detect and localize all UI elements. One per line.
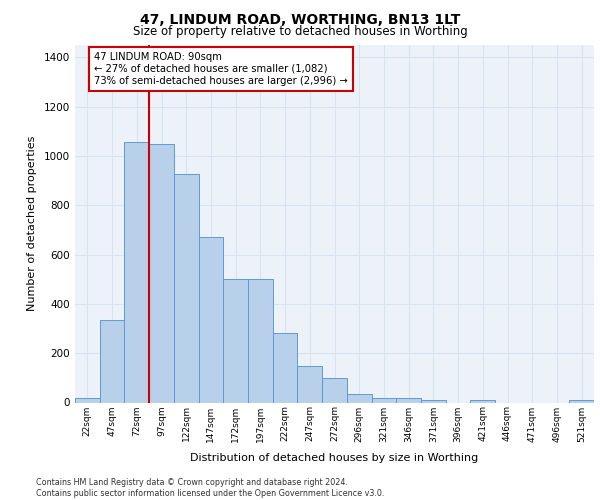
Bar [421, 400, 446, 402]
Bar [470, 400, 495, 402]
Bar [248, 279, 273, 402]
Bar [149, 144, 174, 402]
Bar [199, 238, 223, 402]
Bar [100, 320, 124, 402]
Bar [322, 378, 347, 402]
Text: Contains HM Land Registry data © Crown copyright and database right 2024.
Contai: Contains HM Land Registry data © Crown c… [36, 478, 385, 498]
Bar [371, 398, 396, 402]
Bar [174, 174, 199, 402]
Bar [347, 394, 371, 402]
Bar [75, 398, 100, 402]
Bar [569, 400, 594, 402]
Y-axis label: Number of detached properties: Number of detached properties [27, 136, 37, 312]
Bar [396, 398, 421, 402]
Bar [298, 366, 322, 403]
Text: 47, LINDUM ROAD, WORTHING, BN13 1LT: 47, LINDUM ROAD, WORTHING, BN13 1LT [140, 12, 460, 26]
Bar [124, 142, 149, 402]
Text: 47 LINDUM ROAD: 90sqm
← 27% of detached houses are smaller (1,082)
73% of semi-d: 47 LINDUM ROAD: 90sqm ← 27% of detached … [94, 52, 348, 86]
Bar [273, 334, 298, 402]
Text: Size of property relative to detached houses in Worthing: Size of property relative to detached ho… [133, 25, 467, 38]
X-axis label: Distribution of detached houses by size in Worthing: Distribution of detached houses by size … [190, 453, 479, 463]
Bar [223, 279, 248, 402]
